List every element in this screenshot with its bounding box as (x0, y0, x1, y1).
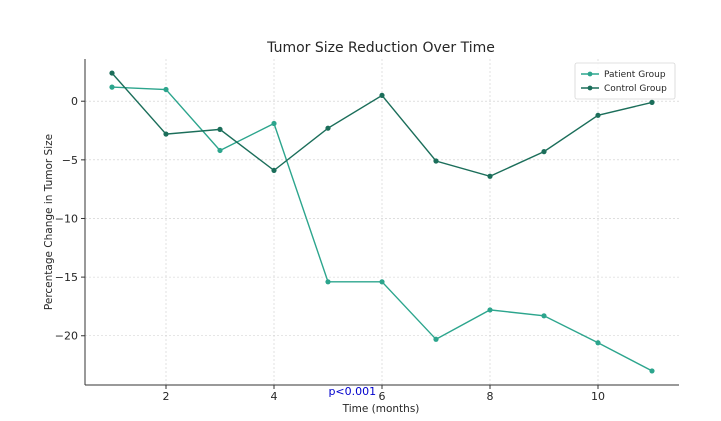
data-point (379, 92, 385, 98)
data-point (649, 368, 655, 374)
y-tick-label: −20 (55, 330, 78, 343)
data-point (217, 126, 223, 132)
data-point (487, 173, 493, 179)
legend-marker (587, 71, 593, 77)
y-tick-label: −10 (55, 212, 78, 225)
data-point (325, 125, 331, 131)
x-tick-label: 10 (591, 390, 605, 403)
legend-marker (587, 85, 593, 91)
grid-lines (85, 59, 679, 385)
y-tick-label: −5 (62, 154, 78, 167)
x-tick-label: 6 (379, 390, 386, 403)
data-point (163, 131, 169, 137)
data-point (433, 336, 439, 342)
x-tick-label: 4 (271, 390, 278, 403)
x-axis-label: Time (months) (342, 403, 420, 415)
legend-label: Control Group (604, 84, 667, 94)
data-point (217, 147, 223, 154)
data-point (649, 99, 655, 105)
chart-title: Tumor Size Reduction Over Time (266, 40, 495, 56)
data-point (541, 149, 547, 155)
axes: 2 4 6 8 10 0 −5 −10 −15 −20 (55, 59, 679, 403)
y-tick-label: −15 (55, 271, 78, 284)
data-point (271, 167, 277, 174)
x-tick-label: 8 (487, 390, 494, 403)
legend: Patient Group Control Group (574, 62, 676, 100)
legend-label: Patient Group (604, 70, 666, 80)
x-tick-label: 2 (163, 390, 170, 403)
y-axis-label: Percentage Change in Tumor Size (43, 134, 55, 310)
series-lines (109, 70, 655, 374)
data-point (163, 86, 169, 93)
data-point (595, 112, 601, 118)
data-point (541, 313, 547, 319)
data-point (433, 158, 439, 164)
data-point (325, 279, 331, 285)
y-tick-label: 0 (71, 95, 78, 108)
annotations: p<0.001 (328, 385, 376, 398)
data-point (595, 340, 601, 346)
significance-annotation: p<0.001 (328, 385, 376, 398)
data-point (109, 70, 115, 76)
data-point (109, 84, 115, 90)
legend-box (574, 62, 676, 100)
data-point (379, 279, 385, 285)
data-point (271, 120, 277, 127)
data-point (487, 307, 493, 313)
